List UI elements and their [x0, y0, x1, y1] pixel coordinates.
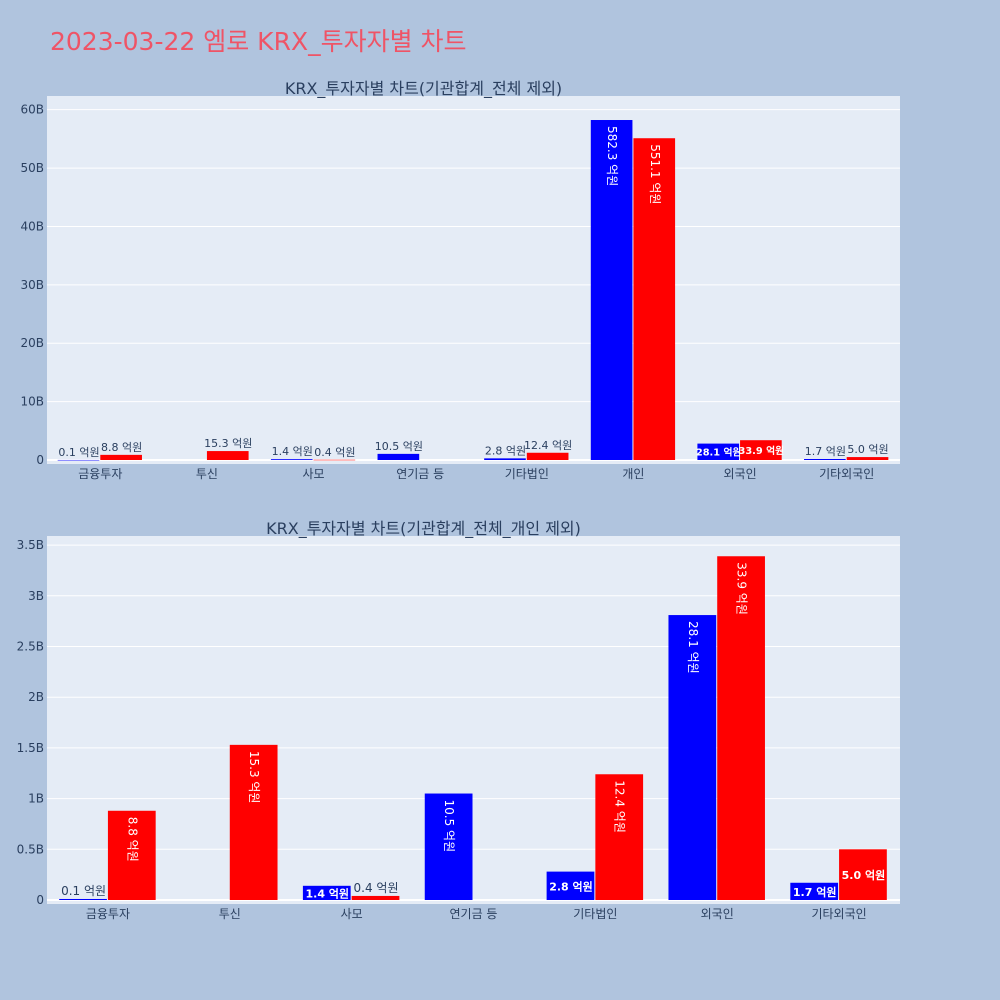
data-label: 28.1 억원	[696, 446, 742, 459]
bar	[546, 871, 595, 900]
data-label: 8.8 억원	[101, 441, 142, 454]
y-tick-label: 50B	[20, 161, 44, 175]
y-tick-label: 60B	[20, 103, 44, 117]
bar	[100, 454, 142, 460]
bar	[790, 882, 839, 900]
x-tick-label: 기타법인	[505, 467, 549, 481]
data-label: 15.3 억원	[204, 437, 252, 450]
y-tick-label: 40B	[20, 219, 44, 233]
bar	[846, 457, 889, 460]
chart-2: 0 0.5B 1B 1.5B 2B 2.5B 3B 3.5B KRX_투자자별 차트(기관합계_…	[17, 519, 900, 921]
y-tick-label: 1B	[28, 792, 44, 806]
bar	[590, 120, 633, 460]
data-label: 15.3 억원	[247, 751, 261, 804]
data-label: 12.4 억원	[524, 439, 572, 452]
bar	[270, 459, 313, 460]
chart-title: KRX_투자자별 차트(기관합계_전체_개인 제외)	[266, 519, 581, 539]
data-label: 1.7 억원	[805, 445, 846, 458]
data-label: 1.4 억원	[305, 886, 349, 900]
data-label: 5.0 억원	[847, 443, 888, 456]
bar	[668, 615, 717, 900]
x-tick-label: 기타외국인	[811, 907, 866, 921]
bar	[206, 451, 249, 460]
page-title: 2023-03-22 엠로 KRX_투자자별 차트	[50, 27, 467, 56]
bar	[424, 793, 473, 900]
data-label: 1.4 억원	[272, 445, 313, 458]
data-label: 0.4 억원	[314, 446, 355, 459]
data-label: 8.8 억원	[125, 817, 139, 862]
y-tick-label: 3.5B	[17, 538, 44, 552]
plot-area	[47, 96, 900, 464]
data-label: 12.4 억원	[613, 780, 627, 833]
bar	[484, 458, 526, 460]
bar	[595, 774, 644, 900]
x-tick-label: 외국인	[724, 467, 757, 481]
x-tick-label: 기타법인	[573, 907, 617, 921]
y-tick-label: 0.5B	[17, 842, 44, 856]
bar	[59, 898, 107, 900]
bar	[351, 895, 400, 900]
data-label: 10.5 억원	[375, 440, 423, 453]
bar	[377, 453, 420, 460]
bar	[740, 440, 782, 460]
data-label: 582.3 억원	[605, 126, 619, 186]
x-tick-label: 금융투자	[86, 907, 130, 921]
bar	[633, 138, 676, 461]
data-label: 0.4 억원	[354, 881, 399, 895]
bar	[717, 556, 765, 900]
data-label: 2.8 억원	[549, 879, 593, 893]
data-label: 33.9 억원	[735, 562, 749, 615]
data-label: 33.9 억원	[739, 444, 785, 457]
x-tick-label: 사모	[341, 907, 363, 921]
y-tick-label: 10B	[20, 395, 44, 409]
data-label: 5.0 억원	[842, 868, 886, 882]
x-tick-label: 연기금 등	[396, 467, 444, 481]
y-tick-label: 0	[36, 453, 44, 467]
data-label: 28.1 억원	[686, 621, 700, 674]
y-tick-label: 2B	[28, 690, 44, 704]
data-label: 0.1 억원	[58, 446, 99, 459]
bar	[804, 459, 846, 460]
bar	[107, 810, 156, 900]
y-tick-label: 30B	[20, 278, 44, 292]
x-tick-label: 투신	[219, 907, 241, 921]
data-label: 551.1 억원	[648, 144, 662, 204]
x-tick-label: 외국인	[701, 907, 734, 921]
x-tick-label: 금융투자	[78, 467, 122, 481]
x-tick-label: 개인	[622, 467, 644, 481]
y-tick-label: 3B	[28, 589, 44, 603]
bar	[839, 849, 887, 900]
bar	[526, 452, 569, 460]
y-tick-label: 2.5B	[17, 639, 44, 653]
data-label: 2.8 억원	[485, 444, 526, 457]
data-label: 0.1 억원	[61, 884, 106, 898]
y-tick-label: 20B	[20, 336, 44, 350]
bar	[229, 744, 278, 900]
x-tick-label: 기타외국인	[819, 467, 874, 481]
y-tick-label: 1.5B	[17, 741, 44, 755]
chart-title: KRX_투자자별 차트(기관합계_전체 제외)	[285, 79, 562, 99]
chart-1: 0 10B 20B 30B 40B 50B 60B KRX_투자자별 차트(기관합계_전체 제…	[20, 79, 900, 481]
bar	[313, 459, 356, 461]
bar	[57, 459, 100, 461]
data-label: 10.5 억원	[442, 800, 456, 853]
data-label: 1.7 억원	[793, 885, 837, 899]
bar	[697, 443, 740, 460]
x-tick-label: 연기금 등	[450, 907, 498, 921]
bar	[302, 885, 351, 900]
y-tick-label: 0	[36, 893, 44, 907]
x-tick-label: 사모	[303, 467, 325, 481]
x-tick-label: 투신	[196, 467, 218, 481]
